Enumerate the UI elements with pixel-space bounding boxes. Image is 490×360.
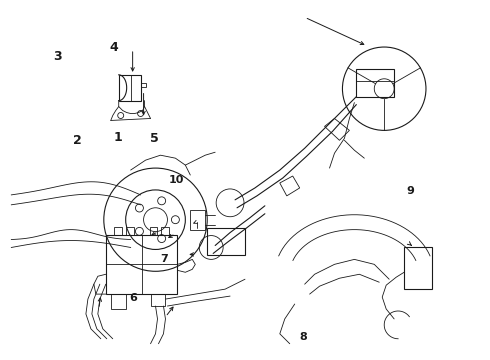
Text: 1: 1	[114, 131, 122, 144]
Bar	[207, 228, 245, 255]
Bar	[356, 69, 394, 96]
Text: 3: 3	[53, 50, 62, 63]
Bar	[125, 227, 134, 235]
Text: 7: 7	[161, 253, 169, 264]
Bar	[162, 227, 170, 235]
Text: 10: 10	[169, 175, 184, 185]
Bar	[404, 247, 432, 289]
Text: 2: 2	[73, 134, 81, 147]
Text: 8: 8	[299, 332, 307, 342]
Text: 6: 6	[129, 293, 137, 303]
Bar	[149, 227, 157, 235]
Text: 5: 5	[150, 132, 159, 145]
Bar	[114, 227, 122, 235]
Text: 4: 4	[109, 41, 118, 54]
Text: 9: 9	[407, 186, 415, 196]
